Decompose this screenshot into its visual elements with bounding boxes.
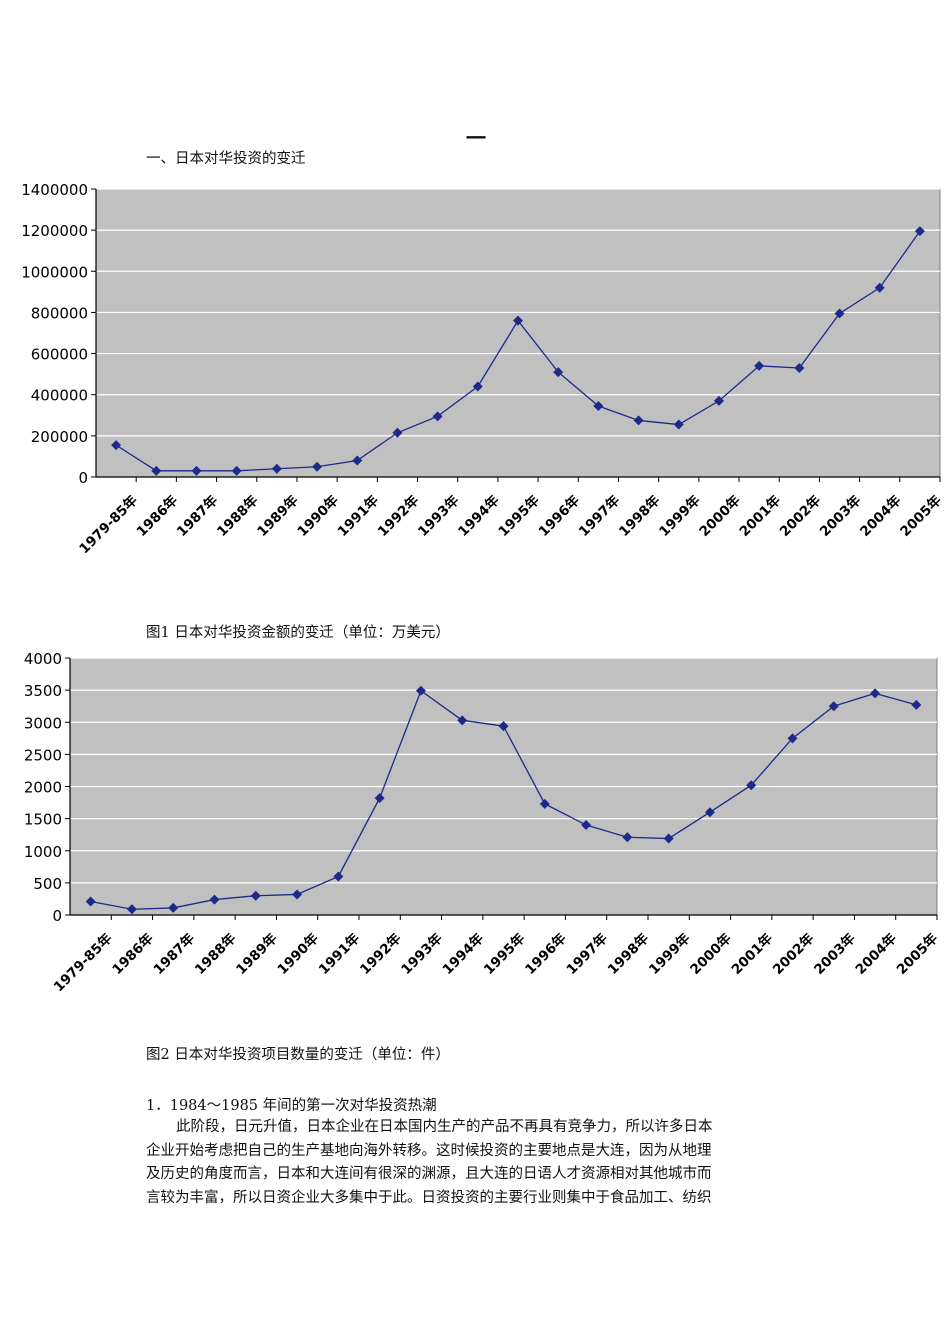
data-point — [415, 685, 426, 696]
y-tick-label: 1000 — [24, 843, 62, 861]
data-point — [352, 455, 363, 466]
plot-area — [95, 188, 941, 478]
chart-2-caption: 图2 日本对华投资项目数量的变迁（单位：件） — [146, 1047, 450, 1063]
data-point — [539, 798, 550, 809]
data-point — [874, 282, 885, 293]
investment-amount-chart: 0 200000 400000 600000 800000 1000000 1200000 1… — [0, 172, 950, 602]
data-point — [191, 465, 202, 476]
data-point — [85, 896, 96, 907]
y-tick-label: 2000 — [24, 779, 62, 797]
data-point — [787, 733, 798, 744]
data-point — [250, 890, 261, 901]
y-tick-label: 0 — [52, 907, 62, 925]
paragraph-heading: 1．1984～1985 年间的第一次对华投资热潮 — [146, 1098, 437, 1114]
data-point — [231, 465, 242, 476]
data-point — [168, 902, 179, 913]
y-tick-label: 4000 — [24, 650, 62, 668]
data-point — [828, 701, 839, 712]
y-tick-label: 500 — [33, 875, 62, 893]
project-count-chart: 0 500 1000 1500 2000 2500 3000 3500 4000 1979-85年… — [0, 647, 950, 1032]
y-tick-label: 0 — [78, 469, 88, 487]
data-point — [746, 780, 757, 791]
data-point — [754, 360, 765, 371]
data-point — [374, 793, 385, 804]
data-point — [209, 894, 220, 905]
data-point — [457, 715, 468, 726]
data-point — [914, 226, 925, 237]
y-tick-label: 3000 — [24, 714, 62, 732]
y-tick-label: 1000000 — [21, 263, 88, 281]
data-point — [513, 315, 523, 326]
body-paragraph: 此阶段，日元升值，日本企业在日本国内生产的产品不再具有竞争力，所以许多日本 企业… — [146, 1116, 810, 1210]
paragraph-line: 及历史的角度而言，日本和大连间有很深的渊源，且大连的日语人才资源相对其他城市而 — [146, 1166, 712, 1182]
y-tick-label: 800000 — [31, 304, 88, 322]
data-point — [111, 440, 122, 451]
data-point — [593, 401, 604, 412]
data-point — [622, 832, 633, 843]
data-point — [333, 871, 344, 882]
paragraph-line: 言较为丰富，所以日资企业大多集中于此。日资投资的主要行业则集中于食品加工、纺织 — [146, 1189, 712, 1206]
data-point — [498, 721, 509, 732]
chart-1-caption: 图1 日本对华投资金额的变迁（单位：万美元） — [146, 625, 450, 641]
data-point — [713, 395, 724, 406]
chart-1-svg: 0 200000 400000 600000 800000 1000000 1200000 1… — [0, 172, 950, 602]
y-tick-label: 1500 — [24, 811, 62, 829]
y-tick-label: 600000 — [31, 346, 88, 364]
data-point — [704, 807, 715, 818]
y-tick-label: 1400000 — [21, 181, 88, 199]
data-point — [581, 820, 592, 831]
data-point — [663, 833, 674, 844]
data-point — [870, 688, 881, 699]
data-point — [633, 415, 644, 426]
paragraph-line: 企业开始考虑把自己的生产基地向海外转移。这时候投资的主要地点是大连，因为从地理 — [146, 1142, 712, 1159]
y-tick-label: 3500 — [24, 682, 62, 700]
data-point — [292, 889, 303, 900]
y-tick-label: 400000 — [31, 387, 88, 405]
y-tick-label: 1200000 — [21, 222, 88, 240]
data-point — [911, 699, 922, 710]
data-point — [271, 463, 282, 474]
y-tick-label: 200000 — [31, 428, 88, 446]
data-point — [553, 367, 564, 378]
data-point — [472, 381, 483, 392]
data-point — [432, 411, 443, 422]
section-heading: 一、日本对华投资的变迁 — [146, 151, 306, 167]
page-mark: 一 — [466, 126, 486, 150]
data-point — [794, 362, 805, 373]
data-point — [392, 427, 403, 438]
chart-2-svg: 050010001500200025003000350040001979-85年… — [0, 647, 950, 1032]
data-point — [673, 419, 684, 430]
y-tick-label: 2500 — [24, 746, 62, 764]
data-point — [151, 465, 162, 476]
data-point — [126, 904, 137, 915]
data-point — [834, 308, 845, 319]
data-point — [312, 461, 323, 472]
paragraph-line: 此阶段，日元升值，日本企业在日本国内生产的产品不再具有竞争力，所以许多日本 — [176, 1119, 713, 1135]
